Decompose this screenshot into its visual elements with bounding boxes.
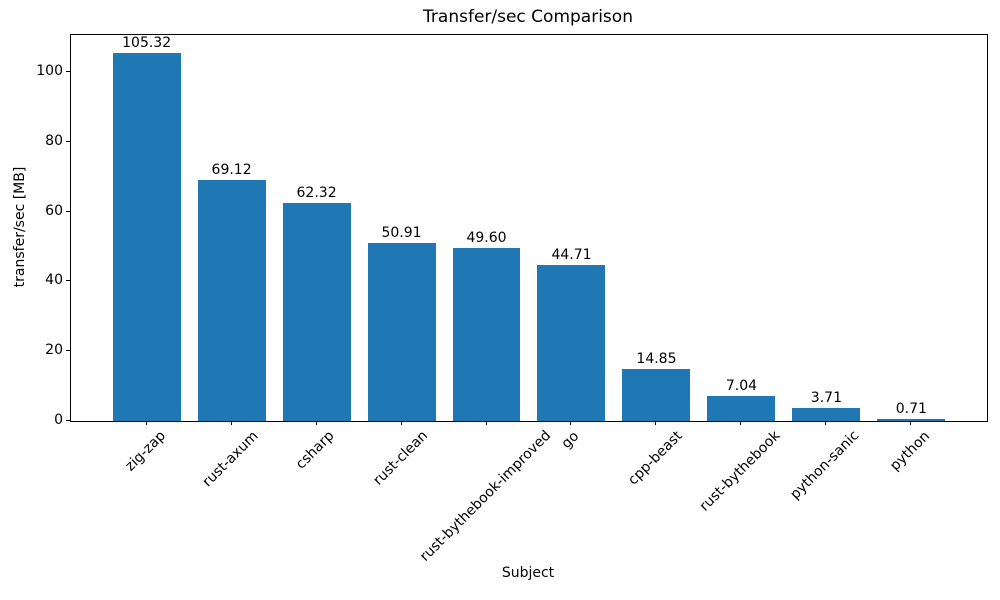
bar	[197, 179, 266, 421]
x-axis-label: Subject	[501, 565, 555, 581]
x-tick-mark	[230, 421, 232, 425]
bar-value-label: 3.71	[810, 390, 842, 407]
bar	[707, 396, 776, 421]
bar	[452, 247, 521, 421]
x-tick-label: zig-zap	[121, 427, 169, 475]
x-tick-mark	[400, 421, 402, 425]
x-tick-label: python	[887, 427, 933, 474]
x-tick-mark	[910, 421, 912, 425]
bar	[792, 408, 861, 421]
bar-value-label: 69.12	[211, 161, 252, 178]
chart-title: Transfer/sec Comparison	[423, 7, 633, 27]
x-tick-label: go	[558, 427, 583, 452]
x-tick-label: rust-clean	[369, 427, 431, 489]
x-tick-label: cpp-beast	[625, 427, 686, 489]
bar-value-label: 7.04	[725, 378, 758, 395]
x-tick-label: rust-bythebook	[696, 428, 784, 515]
bar	[282, 203, 351, 421]
bar	[877, 418, 946, 421]
x-tick-mark	[570, 421, 572, 425]
x-tick-mark	[145, 421, 147, 425]
bar-value-label: 0.71	[895, 400, 927, 417]
y-tick-mark	[66, 140, 70, 142]
y-tick-mark	[66, 280, 70, 282]
bar	[537, 264, 606, 421]
bar-value-label: 49.60	[466, 229, 507, 246]
plot-area: 105.32 69.12 62.32 50.91 49.60 44.71 14.85 7.04…	[70, 34, 988, 422]
bar	[112, 53, 181, 421]
x-tick-mark	[825, 421, 827, 425]
y-axis-label: transfer/sec [MB]	[12, 166, 28, 288]
bar	[367, 243, 436, 421]
y-tick-mark	[66, 420, 70, 421]
bar-value-label: 44.71	[551, 246, 592, 263]
x-tick-mark	[485, 421, 487, 425]
y-tick-mark	[66, 70, 70, 72]
x-tick-mark	[740, 421, 742, 425]
x-tick-mark	[315, 421, 317, 425]
x-tick-label: csharp	[292, 427, 338, 473]
y-tick-mark	[66, 210, 70, 212]
y-tick-label: 100	[36, 62, 63, 79]
y-tick-mark	[66, 350, 70, 352]
bar-value-label: 105.32	[122, 35, 172, 52]
bar-value-label: 50.91	[381, 225, 422, 242]
x-tick-label: rust-axum	[199, 428, 262, 491]
y-tick-label: 40	[45, 272, 63, 289]
y-tick-label: 80	[45, 132, 63, 149]
bar-value-label: 14.85	[636, 351, 677, 368]
y-tick-label: 60	[45, 202, 63, 219]
bar	[622, 369, 691, 421]
bar-value-label: 62.32	[296, 185, 337, 202]
x-tick-label: rust-bythebook-improved	[416, 427, 554, 566]
x-tick-label: python-sanic	[787, 427, 863, 504]
y-tick-label: 20	[45, 342, 63, 359]
x-tick-mark	[655, 421, 657, 425]
y-tick-label: 0	[54, 412, 63, 428]
